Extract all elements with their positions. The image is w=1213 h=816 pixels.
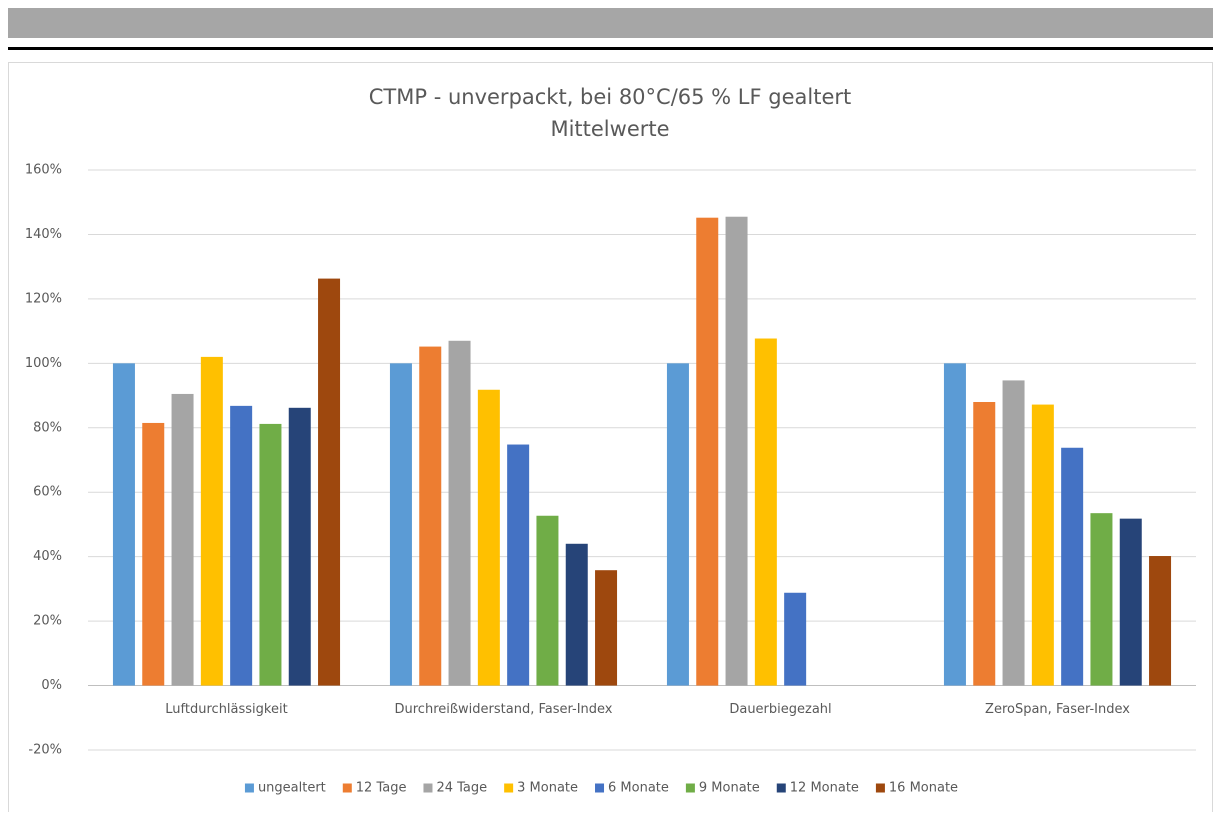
legend-label: 16 Monate (889, 781, 958, 796)
bar (536, 515, 559, 686)
legend-swatch (423, 783, 433, 793)
bar (943, 363, 966, 686)
bar (318, 278, 341, 686)
chart-subtitle: Mittelwerte (550, 117, 669, 141)
bar (725, 216, 748, 686)
y-tick-label: 40% (33, 549, 62, 564)
bar (288, 407, 311, 686)
bar (419, 346, 442, 686)
legend-label: 3 Monate (517, 781, 578, 796)
legend-label: 12 Tage (356, 781, 407, 796)
x-tick-label: Durchreißwiderstand, Faser-Index (395, 702, 613, 717)
bar (1119, 518, 1142, 686)
bar (171, 393, 194, 686)
legend-label: ungealtert (258, 781, 326, 796)
y-tick-label: 60% (33, 485, 62, 500)
legend-swatch (595, 783, 605, 793)
bar (1031, 404, 1054, 686)
bar (1090, 513, 1113, 686)
bar (112, 363, 135, 686)
y-tick-label: 120% (25, 291, 62, 306)
bar (1002, 380, 1025, 686)
legend-swatch (685, 783, 695, 793)
legend-swatch (875, 783, 885, 793)
x-tick-label: Dauerbiegezahl (729, 702, 831, 717)
bar (784, 592, 807, 686)
bar (142, 422, 165, 686)
legend-swatch (342, 783, 352, 793)
bar (973, 402, 996, 686)
legend-label: 24 Tage (436, 781, 487, 796)
y-tick-label: -20% (28, 743, 62, 758)
header-bar (8, 8, 1213, 38)
bar (696, 217, 719, 686)
bar (565, 543, 588, 686)
legend-swatch (504, 783, 514, 793)
bar (507, 444, 530, 686)
y-tick-label: 20% (33, 614, 62, 629)
bar (230, 405, 253, 686)
bar (477, 389, 500, 686)
bar (595, 570, 618, 686)
y-tick-label: 160% (25, 163, 62, 178)
bar (200, 356, 223, 686)
bar (754, 338, 777, 686)
bar (448, 340, 471, 686)
bar (666, 363, 689, 686)
bar (389, 363, 412, 686)
x-tick-label: Luftdurchlässigkeit (165, 702, 287, 717)
x-tick-label: ZeroSpan, Faser-Index (985, 702, 1130, 717)
bar (1061, 447, 1084, 686)
legend-label: 12 Monate (790, 781, 859, 796)
y-tick-label: 80% (33, 420, 62, 435)
bar (1149, 556, 1172, 686)
legend-swatch (244, 783, 254, 793)
y-tick-label: 100% (25, 356, 62, 371)
y-tick-label: 140% (25, 227, 62, 242)
bar (259, 423, 282, 686)
legend-label: 9 Monate (699, 781, 760, 796)
y-tick-label: 0% (41, 678, 62, 693)
legend-label: 6 Monate (608, 781, 669, 796)
chart-title: CTMP - unverpackt, bei 80°C/65 % LF geal… (369, 85, 851, 109)
legend-swatch (776, 783, 786, 793)
divider (8, 47, 1213, 50)
